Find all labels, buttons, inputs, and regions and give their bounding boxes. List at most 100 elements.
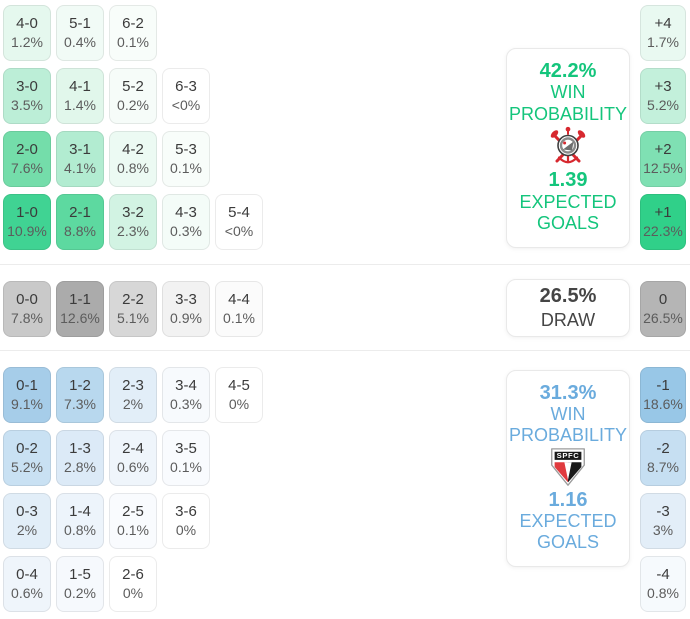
score-cell-label: 1-4 [69,502,91,520]
score-cell-label: 2-5 [122,502,144,520]
goal-diff-badge-+2: +2 12.5% [640,131,686,187]
away-win-probability-label: WIN PROBABILITY [509,404,627,446]
draw-label: DRAW [540,309,596,330]
goal-diff-badge--2: -2 8.7% [640,430,686,486]
score-cell-2-2: 2-2 5.1% [109,281,157,337]
score-cell-3-4: 3-4 0.3% [162,367,210,423]
score-row: 4-0 1.2% 5-1 0.4% 6-2 0.1% [3,5,263,61]
score-cell-probability: 0.1% [117,522,149,539]
score-cell-label: 5-1 [69,14,91,32]
score-cell-1-1: 1-1 12.6% [56,281,104,337]
score-cell-label: 0-3 [16,502,38,520]
score-cell-0-3: 0-3 2% [3,493,51,549]
sao-paulo-crest-icon: SPFC [551,448,585,487]
score-cell-label: 3-1 [69,140,91,158]
goal-diff-badge--3: -3 3% [640,493,686,549]
goal-diff-badge-label: +2 [654,140,672,158]
score-cell-4-0: 4-0 1.2% [3,5,51,61]
score-cell-probability: 4.1% [64,160,96,177]
xg-label-line2: GOALS [536,531,600,552]
goal-diff-badge-label: -2 [656,439,670,457]
score-cell-label: 3-4 [175,376,197,394]
away-win-probability-value: 31.3% [539,382,597,404]
score-row: 0-0 7.8% 1-1 12.6% 2-2 5.1% 3-3 0.9% 4-4 0.1% [3,281,263,337]
goal-diff-badge-+4: +4 1.7% [640,5,686,61]
score-cell-probability: 0.2% [64,585,96,602]
draw-panel: 26.5% DRAW [506,279,630,337]
score-cell-3-0: 3-0 3.5% [3,68,51,124]
score-cell-label: 4-3 [175,203,197,221]
score-cell-probability: 1.2% [11,34,43,51]
score-cell-label: 2-3 [122,376,144,394]
away-expected-goals-value: 1.16 [548,488,588,511]
score-cell-label: 6-3 [175,77,197,95]
section-divider [0,350,690,351]
home-expected-goals-value: 1.39 [548,169,588,192]
score-cell-3-1: 3-1 4.1% [56,131,104,187]
score-cell-probability: 0.4% [64,34,96,51]
score-cell-label: 4-1 [69,77,91,95]
score-row: 0-1 9.1% 1-2 7.3% 2-3 2% 3-4 0.3% 4-5 0% [3,367,263,423]
score-cell-label: 2-1 [69,203,91,221]
score-cell-probability: 7.3% [64,396,96,413]
home-win-panel: 42.2% WIN PROBABILITY 1.39 [506,48,630,248]
score-cell-0-0: 0-0 7.8% [3,281,51,337]
score-cell-label: 5-4 [228,203,250,221]
goal-diff-badge-label: -4 [656,565,670,583]
score-cell-probability: 0.8% [64,522,96,539]
score-cell-5-3: 5-3 0.1% [162,131,210,187]
win-label-line2: PROBABILITY [508,425,628,446]
goal-diff-badge--4: -4 0.8% [640,556,686,612]
score-cell-6-2: 6-2 0.1% [109,5,157,61]
score-cell-1-3: 1-3 2.8% [56,430,104,486]
score-cell-probability: 2.3% [117,223,149,240]
score-cell-1-2: 1-2 7.3% [56,367,104,423]
score-cell-4-2: 4-2 0.8% [109,131,157,187]
score-cell-probability: 12.6% [60,310,100,327]
goal-diff-badge-label: +3 [654,77,672,95]
home-win-probability-label: WIN PROBABILITY [509,82,627,124]
away-score-grid: 0-1 9.1% 1-2 7.3% 2-3 2% 3-4 0.3% 4-5 0% 0-2 5.2% 1-… [3,367,263,619]
draw-score-grid: 0-0 7.8% 1-1 12.6% 2-2 5.1% 3-3 0.9% 4-4 0.1% [3,281,263,344]
goal-diff-badge--1: -1 18.6% [640,367,686,423]
score-cell-label: 3-6 [175,502,197,520]
score-cell-2-4: 2-4 0.6% [109,430,157,486]
draw-goal-diff-badge: 0 26.5% [640,281,686,344]
score-cell-3-2: 3-2 2.3% [109,194,157,250]
score-cell-probability: 0.3% [170,396,202,413]
corinthians-crest-icon [550,126,586,164]
score-cell-probability: 0.1% [170,160,202,177]
score-row: 0-4 0.6% 1-5 0.2% 2-6 0% [3,556,263,612]
goal-diff-badge-label: -1 [656,376,670,394]
score-cell-4-1: 4-1 1.4% [56,68,104,124]
score-cell-label: 1-3 [69,439,91,457]
score-cell-probability: 7.6% [11,160,43,177]
score-cell-label: 0-1 [16,376,38,394]
score-cell-probability: 0.6% [117,459,149,476]
score-cell-probability: 2% [122,396,144,413]
score-cell-label: 1-5 [69,565,91,583]
score-cell-probability: 0.2% [117,97,149,114]
score-cell-2-6: 2-6 0% [109,556,157,612]
score-cell-4-5: 4-5 0% [215,367,263,423]
goal-diff-badge-0: 0 26.5% [640,281,686,337]
score-cell-5-2: 5-2 0.2% [109,68,157,124]
score-cell-label: 5-3 [175,140,197,158]
score-cell-probability: 0% [175,522,197,539]
score-cell-probability: 2.8% [64,459,96,476]
xg-label-line1: EXPECTED [519,191,617,212]
score-cell-probability: 0% [228,396,250,413]
score-cell-6-3: 6-3 <0% [162,68,210,124]
score-cell-5-4: 5-4 <0% [215,194,263,250]
score-cell-probability: 0.9% [170,310,202,327]
score-cell-label: 3-0 [16,77,38,95]
goal-diff-badge-probability: 5.2% [647,97,679,114]
xg-label-line2: GOALS [536,212,600,233]
score-cell-label: 3-2 [122,203,144,221]
score-cell-label: 4-5 [228,376,250,394]
score-cell-label: 2-6 [122,565,144,583]
goal-diff-badge-probability: 3% [652,522,674,539]
score-cell-0-4: 0-4 0.6% [3,556,51,612]
score-cell-probability: 7.8% [11,310,43,327]
score-cell-probability: 0.8% [117,160,149,177]
